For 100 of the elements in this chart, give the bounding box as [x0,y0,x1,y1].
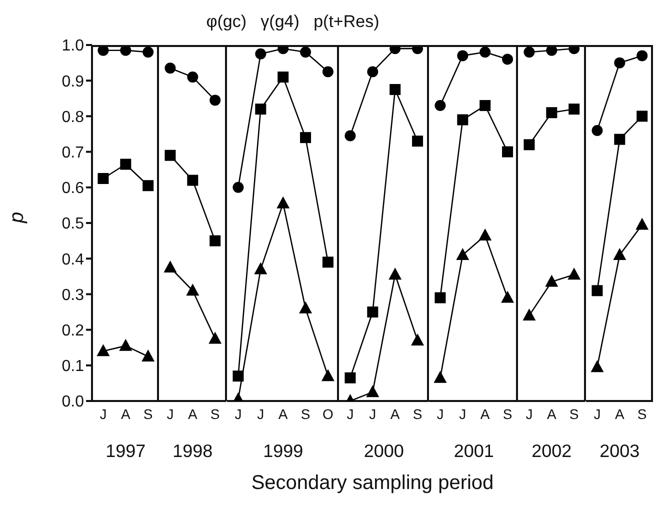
point [208,332,222,344]
y-axis-title: p [6,212,28,224]
x-tick-label: A [120,406,131,422]
point [433,370,446,383]
y-tick-label: 0.2 [62,322,84,340]
point [142,46,154,58]
x-tick-label: J [346,406,354,422]
x-tick-label: J [234,406,242,422]
point [98,173,109,184]
point [254,262,267,274]
point [546,107,558,118]
point [142,180,154,192]
point [344,130,356,142]
point [344,372,356,384]
point [524,46,536,58]
point [165,62,176,74]
point [479,46,490,58]
text: Secondary sampling period [250,472,495,495]
point [366,385,379,398]
point [254,48,266,60]
x-tick-label: A [480,406,490,422]
point [277,72,288,83]
point [119,338,132,351]
point [410,333,424,346]
x-tick-label: S [502,406,512,422]
point [186,284,200,296]
point [523,308,536,321]
point [546,274,559,287]
point [389,84,400,96]
point [590,360,604,372]
point [434,100,446,112]
point [232,182,244,193]
point [500,290,514,303]
point [388,268,402,280]
x-tick-label: S [143,406,153,422]
y-tick-label: 0.6 [62,180,84,198]
x-tick-label: S [412,406,422,422]
x-tick-label: S [300,406,310,422]
point [187,72,198,83]
y-tick-label: 0.9 [62,73,84,90]
x-tick-label: A [390,406,400,422]
point [276,196,290,208]
point [456,114,468,126]
x-axis-title: 2000 [364,440,404,461]
x-tick-label: J [593,406,600,422]
point [434,292,446,304]
point [568,268,581,280]
point [502,54,513,65]
point [614,134,625,145]
point [298,301,312,314]
point [187,174,198,186]
point [300,132,311,144]
x-tick-label: A [278,406,288,422]
x-axis-title: 1998 [172,440,213,461]
point [210,94,221,106]
y-tick-label: 0.3 [62,286,84,304]
y-tick-label: 0.8 [62,108,84,126]
point [636,110,648,122]
point [165,150,176,161]
x-tick-label: J [458,406,466,422]
point [164,260,178,272]
y-tick-label: 0.7 [62,144,84,162]
x-tick-label: J [436,406,444,422]
point [479,100,490,112]
point [322,66,334,78]
point [636,50,648,62]
x-axis-title: 1999 [262,440,303,461]
x-tick-label: A [188,406,198,422]
x-tick-label: S [637,406,646,422]
x-tick-label: O [322,406,334,422]
y-tick-label: 0.4 [62,251,84,268]
y-tick-label: 0.1 [62,358,84,376]
y-tick-label: 0.0 [62,394,84,411]
y-tick-label: 1.0 [62,38,84,55]
point [210,235,221,246]
point [635,218,648,230]
point [591,285,602,296]
point [96,344,110,356]
point [614,57,625,68]
x-tick-label: J [368,406,376,422]
point [321,369,334,382]
x-tick-label: A [614,406,625,422]
point [254,104,266,115]
x-axis-title: 1997 [106,440,146,461]
point [524,139,536,150]
x-axis-title: 2001 [453,440,494,461]
x-tick-label: J [526,406,534,422]
x-tick-label: J [256,406,264,422]
point [591,124,602,136]
chart-title: φ(gc) γ(g4) p(t+Res) [205,12,380,32]
x-tick-label: J [100,406,107,422]
point [502,146,513,158]
x-tick-label: J [167,406,174,422]
point [366,66,378,78]
point [478,228,492,240]
point [568,104,580,115]
x-tick-label: S [210,406,220,422]
point [142,349,155,362]
x-axis-title: 2003 [599,440,640,461]
point [300,46,311,58]
